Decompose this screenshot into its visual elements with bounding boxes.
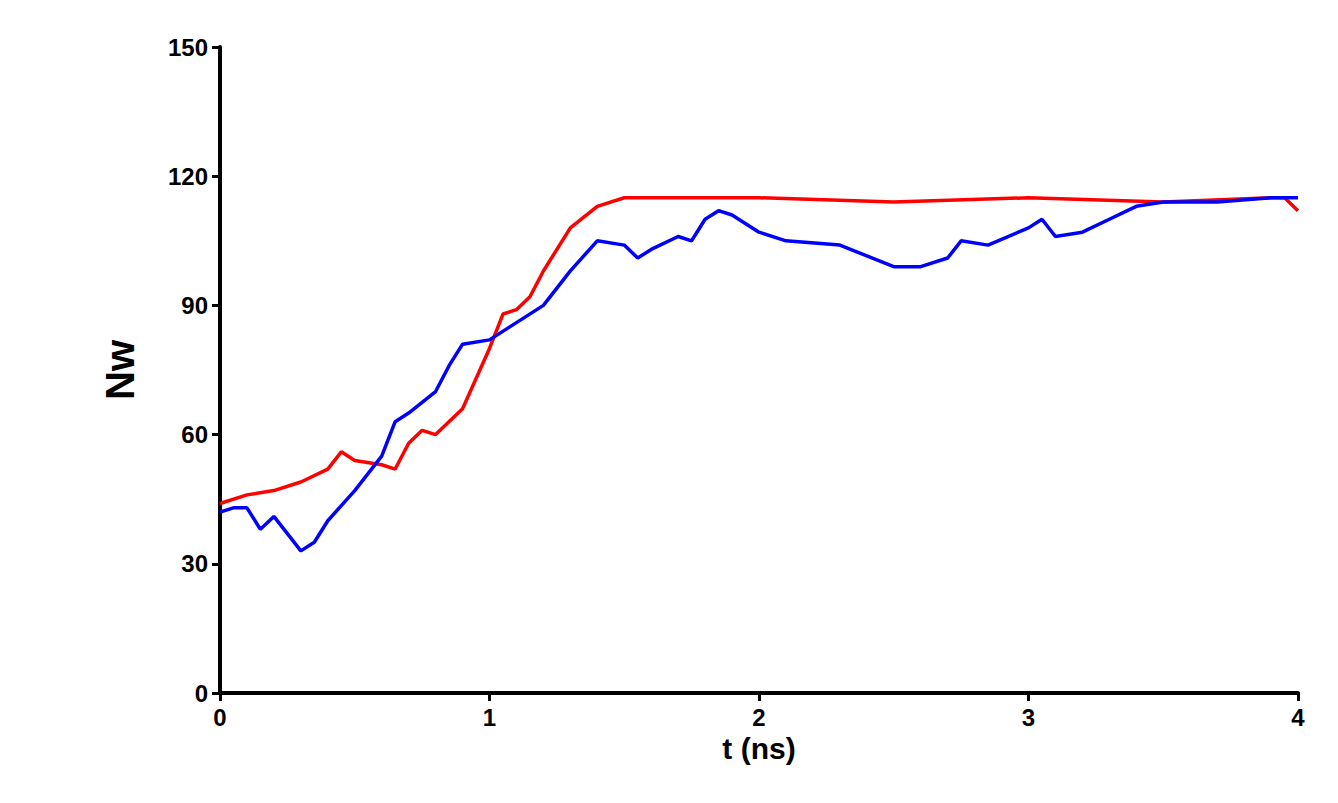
svg-text:120: 120	[168, 163, 208, 190]
svg-text:Nw: Nw	[98, 339, 142, 400]
svg-text:2: 2	[752, 704, 765, 731]
svg-text:t (ns): t (ns)	[722, 732, 795, 765]
svg-text:30: 30	[181, 550, 208, 577]
svg-text:1: 1	[483, 704, 496, 731]
svg-text:90: 90	[181, 292, 208, 319]
svg-text:0: 0	[213, 704, 226, 731]
svg-text:0: 0	[195, 680, 208, 707]
svg-text:150: 150	[168, 34, 208, 61]
svg-text:3: 3	[1022, 704, 1035, 731]
svg-text:4: 4	[1291, 704, 1305, 731]
svg-text:60: 60	[181, 421, 208, 448]
